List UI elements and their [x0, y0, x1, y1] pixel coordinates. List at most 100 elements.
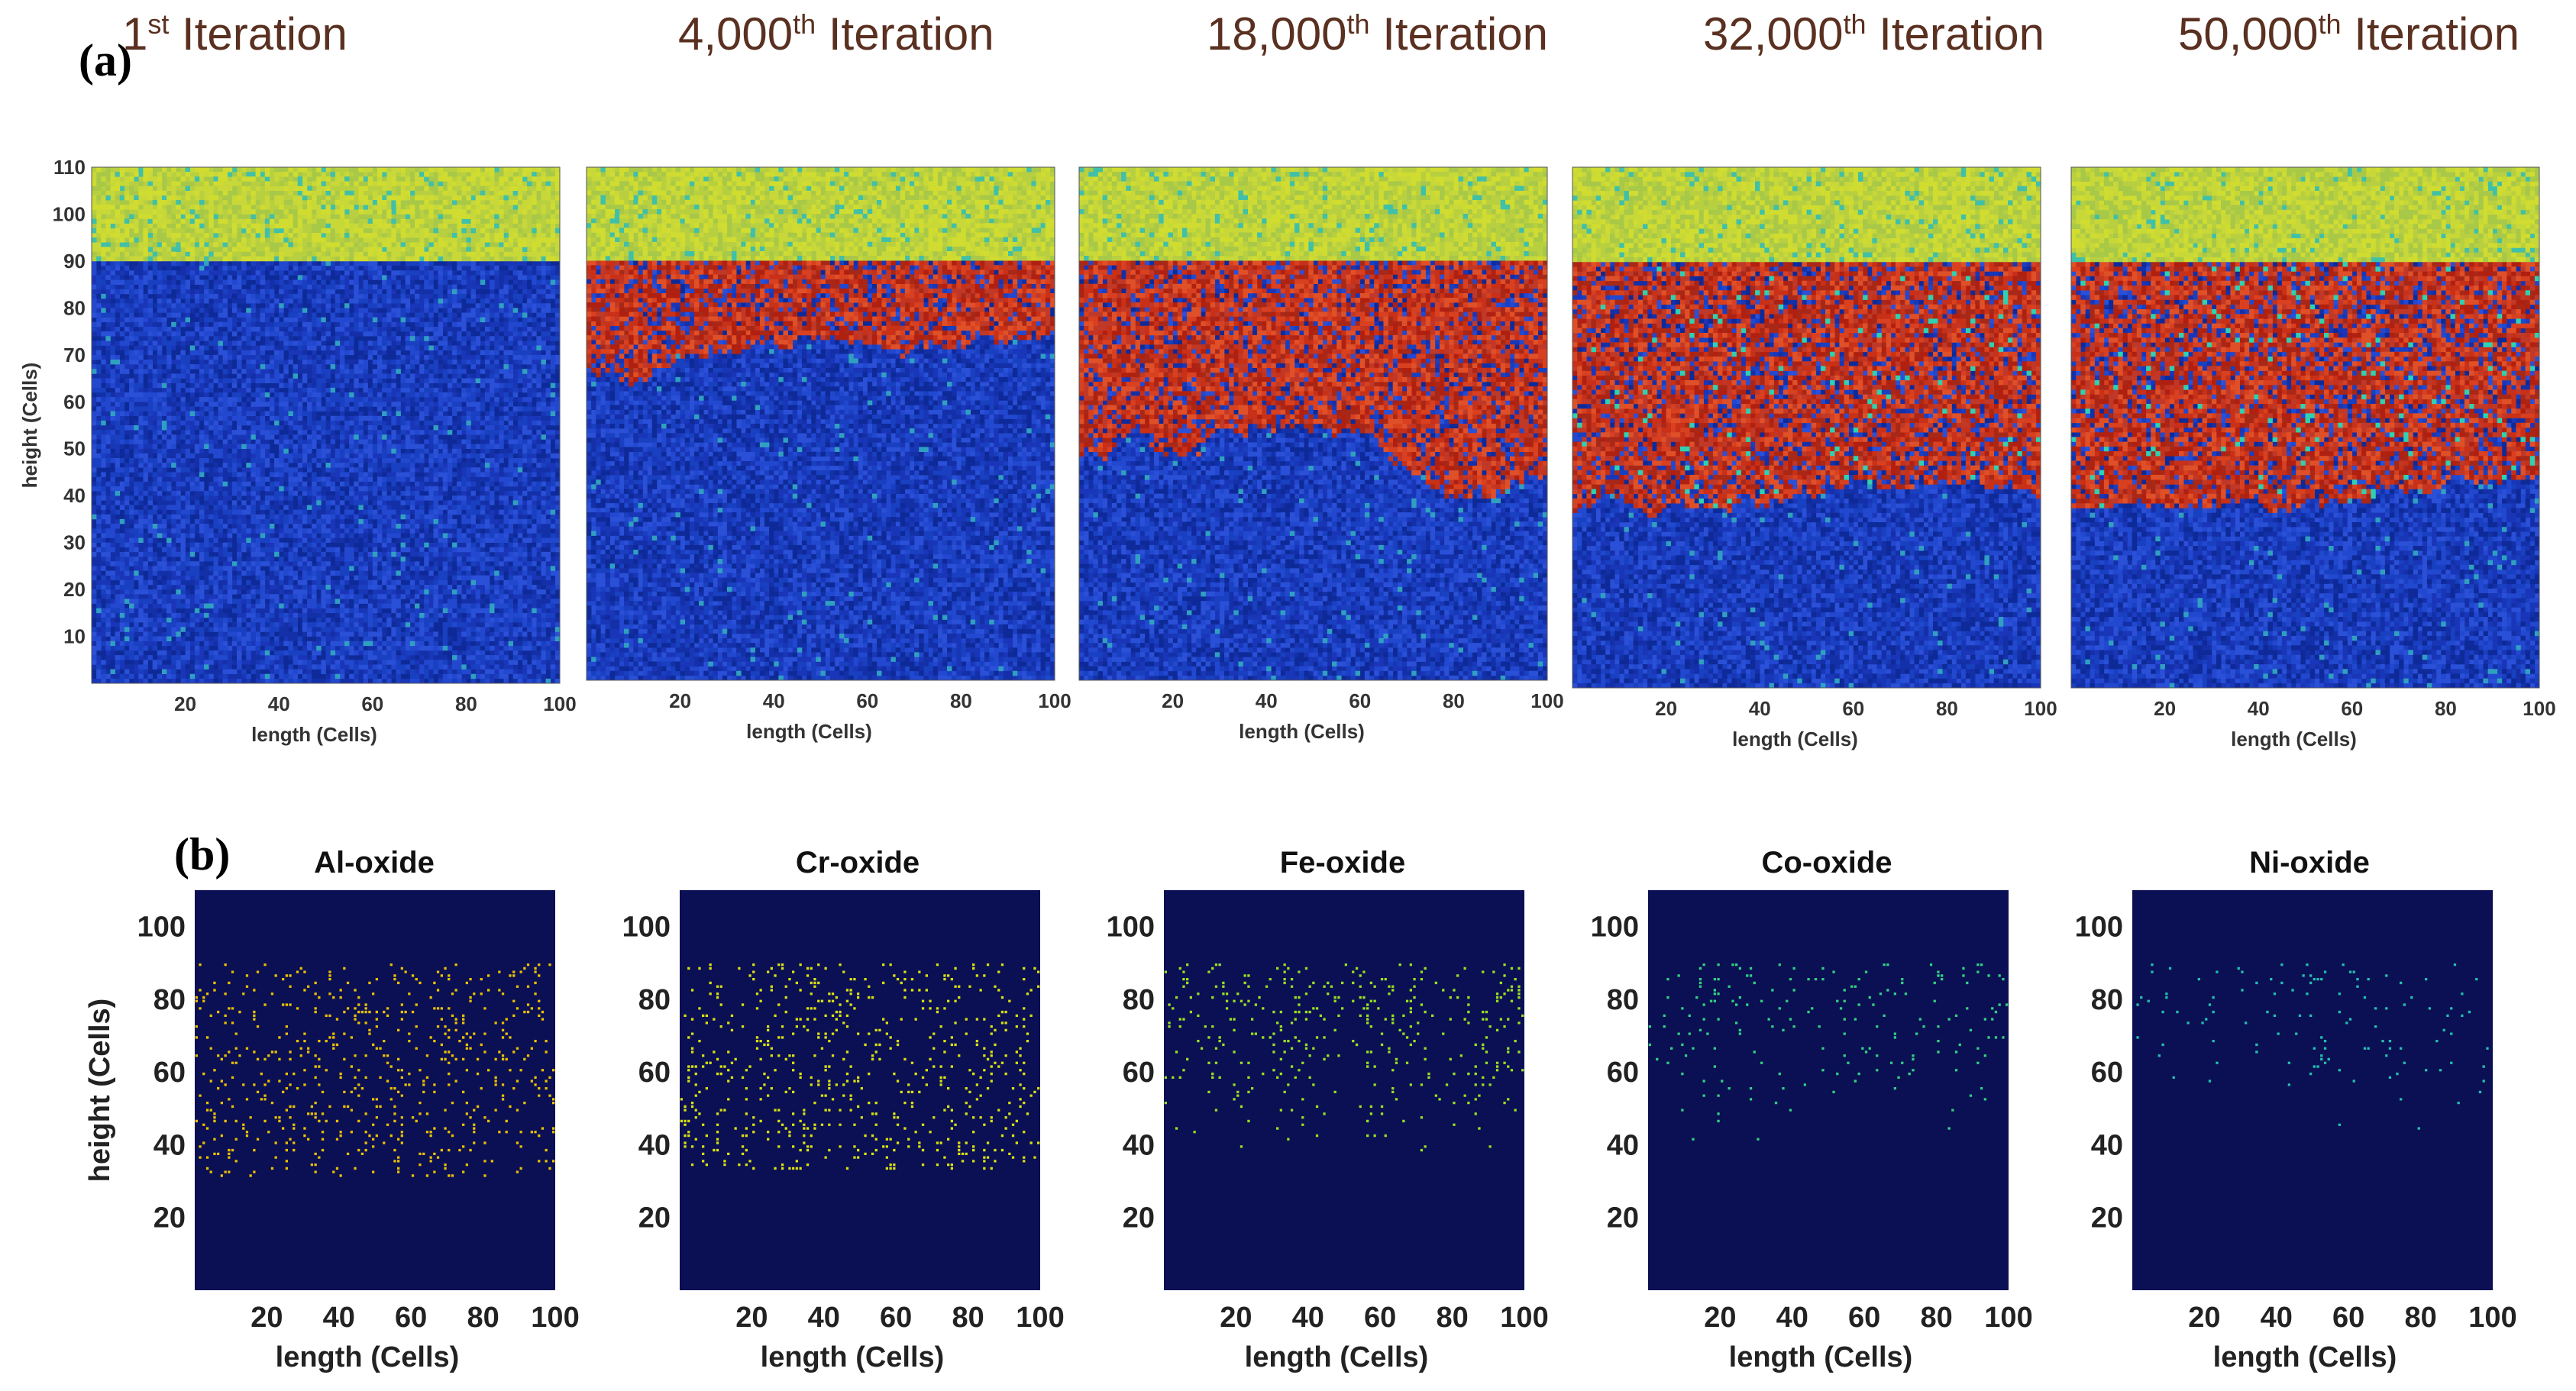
iteration-title-3: 18,000th Iteration — [1207, 8, 1548, 60]
y-axis-label: height (Cells) — [84, 999, 116, 1183]
iteration-suffix: th — [1346, 8, 1370, 40]
cell-group — [1079, 260, 1548, 681]
y-tick-label: 60 — [2091, 1057, 2123, 1089]
x-tick-label: 20 — [2188, 1302, 2220, 1334]
panel-label-b: (b) — [174, 829, 231, 879]
iteration-suffix: th — [2318, 8, 2342, 40]
iteration-number: 18,000 — [1207, 8, 1347, 60]
x-tick-label: 40 — [1776, 1302, 1808, 1334]
x-axis-label: length (Cells) — [2213, 1341, 2397, 1373]
oxide-map-1: 20 40 60 80 100 length (Cells) 20 40 60 80 100 heig… — [84, 890, 580, 1373]
x-tick-label: 40 — [323, 1302, 355, 1334]
cell-group — [92, 260, 561, 684]
x-axis-label: length (Cells) — [2231, 728, 2357, 750]
y-tick-label: 110 — [53, 156, 86, 179]
y-axis-label: height (Cells) — [18, 363, 41, 489]
x-tick-label: 40 — [1292, 1302, 1324, 1334]
y-tick-label: 80 — [1123, 984, 1155, 1016]
x-tick-label: 80 — [1920, 1302, 1952, 1334]
plot-frame — [1572, 166, 2041, 689]
x-tick-label: 100 — [1038, 689, 1071, 712]
y-tick-label: 80 — [638, 984, 671, 1016]
y-tick-label: 20 — [2091, 1202, 2123, 1234]
iteration-number: 4,000 — [678, 8, 793, 60]
y-tick-label: 100 — [137, 912, 186, 944]
cell-group — [92, 167, 561, 262]
y-tick-label: 40 — [1607, 1129, 1639, 1161]
iteration-number: 32,000 — [1703, 8, 1844, 60]
cell-group — [587, 260, 1055, 378]
y-tick-label: 30 — [63, 531, 86, 554]
cell-group — [587, 167, 1055, 261]
x-tick-label: 20 — [669, 689, 691, 712]
plot-frame — [586, 166, 1055, 681]
x-tick-label: 80 — [2435, 697, 2457, 720]
y-tick-label: 100 — [53, 202, 86, 225]
x-tick-label: 40 — [808, 1302, 840, 1334]
plot-background — [195, 890, 555, 1290]
x-tick-label: 80 — [1443, 689, 1465, 712]
iteration-word: Iteration — [1369, 8, 1549, 60]
x-tick-label: 80 — [2404, 1302, 2436, 1334]
x-tick-label: 80 — [1936, 697, 1958, 720]
iteration-map-4: 20 40 60 80 100 length (Cells) — [1572, 166, 2057, 750]
iteration-map-1: 20 40 60 80 100 length (Cells) 10 20 30 40 50 60 70 8… — [18, 156, 577, 746]
x-tick-label: 20 — [174, 692, 196, 715]
y-tick-label: 40 — [63, 484, 86, 507]
y-tick-label: 60 — [1607, 1057, 1639, 1089]
x-tick-label: 60 — [1848, 1302, 1880, 1334]
x-axis-label: length (Cells) — [276, 1341, 460, 1373]
x-axis-label: length (Cells) — [1245, 1341, 1429, 1373]
cell-group — [92, 260, 561, 684]
x-tick-label: 60 — [395, 1302, 427, 1334]
iteration-suffix: th — [1843, 8, 1867, 40]
x-tick-label: 40 — [268, 692, 290, 715]
cell-group — [2071, 167, 2540, 263]
y-tick-label: 60 — [638, 1057, 671, 1089]
cell-group — [1572, 266, 2041, 508]
x-tick-label: 80 — [950, 689, 972, 712]
cell-group — [1572, 262, 2041, 518]
cell-group — [587, 260, 1055, 387]
oxide-title-5: Ni-oxide — [2249, 846, 2370, 879]
y-tick-label: 70 — [63, 344, 86, 366]
y-tick-label: 80 — [2091, 984, 2123, 1016]
plot-background — [1164, 890, 1524, 1290]
x-tick-label: 40 — [2248, 697, 2270, 720]
x-tick-label: 60 — [1842, 697, 1864, 720]
cell-group — [2071, 262, 2540, 508]
cell-group — [2071, 262, 2540, 513]
x-tick-label: 100 — [531, 1302, 579, 1334]
x-tick-label: 100 — [2523, 697, 2555, 720]
y-tick-label: 100 — [622, 912, 671, 944]
x-axis-label: length (Cells) — [1239, 720, 1365, 743]
y-tick-label: 60 — [63, 390, 86, 413]
cell-group — [1572, 262, 2041, 689]
iteration-title-5: 50,000th Iteration — [2178, 8, 2519, 60]
x-axis-label: length (Cells) — [1729, 1341, 1913, 1373]
iteration-word: Iteration — [816, 8, 994, 60]
y-tick-label: 10 — [63, 625, 86, 648]
cell-group — [1572, 262, 2041, 689]
x-axis-label: length (Cells) — [761, 1341, 945, 1373]
x-tick-label: 40 — [1256, 689, 1278, 712]
iteration-title-1: 1st Iteration — [122, 8, 347, 60]
x-tick-label: 40 — [2261, 1302, 2293, 1334]
y-tick-label: 90 — [63, 250, 86, 273]
cell-group — [1572, 167, 2041, 263]
panel-label-a: (a) — [79, 35, 132, 86]
x-tick-label: 20 — [1704, 1302, 1736, 1334]
cell-group — [1572, 262, 2041, 689]
y-tick-label: 80 — [154, 984, 186, 1016]
x-tick-label: 100 — [1016, 1302, 1064, 1334]
iteration-suffix: st — [147, 8, 170, 40]
plot-frame — [91, 166, 561, 684]
y-tick-label: 50 — [63, 437, 86, 460]
iteration-map-2: 20 40 60 80 100 length (Cells) — [586, 166, 1071, 743]
iteration-word: Iteration — [169, 8, 347, 60]
x-tick-label: 20 — [2154, 697, 2176, 720]
oxide-map-3: 20 40 60 80 100 length (Cells) 20 40 60 80 100 — [1107, 890, 1549, 1373]
x-tick-label: 20 — [1162, 689, 1184, 712]
y-tick-label: 20 — [63, 578, 86, 601]
oxide-map-4: 20 40 60 80 100 length (Cells) 20 40 60 80 100 — [1591, 890, 2033, 1373]
